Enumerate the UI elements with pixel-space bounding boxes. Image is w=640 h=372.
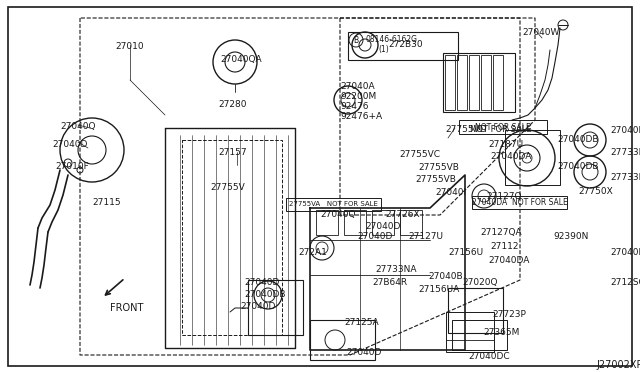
- Text: 27127U: 27127U: [408, 232, 443, 241]
- Text: 27040Q: 27040Q: [320, 210, 355, 219]
- Text: 27040DA: 27040DA: [488, 256, 529, 265]
- Text: 27040DC: 27040DC: [468, 352, 509, 361]
- Text: 27040DA: 27040DA: [490, 152, 531, 161]
- Text: 27755VA   NOT FOR SALE: 27755VA NOT FOR SALE: [289, 202, 378, 208]
- Bar: [316, 210, 338, 235]
- Text: 27755VB: 27755VB: [418, 163, 459, 172]
- Text: 27040D: 27040D: [357, 232, 392, 241]
- Text: 27156UA: 27156UA: [418, 285, 460, 294]
- Text: 27040DB: 27040DB: [557, 162, 598, 171]
- Text: 27040D: 27040D: [610, 126, 640, 135]
- Text: 27010: 27010: [115, 42, 143, 51]
- Text: 272A1: 272A1: [298, 248, 327, 257]
- Text: 27040D: 27040D: [52, 140, 88, 149]
- Text: B: B: [353, 36, 358, 45]
- Text: 27B64R: 27B64R: [372, 278, 407, 287]
- Bar: [472, 196, 567, 209]
- Bar: [505, 130, 560, 185]
- Text: 27733NA: 27733NA: [375, 265, 417, 274]
- Bar: [443, 53, 515, 112]
- Text: 27733N: 27733N: [610, 148, 640, 157]
- Text: 92200M: 92200M: [340, 92, 376, 101]
- Bar: [452, 320, 507, 350]
- Text: 27726X: 27726X: [385, 210, 420, 219]
- Text: 92476: 92476: [340, 102, 369, 111]
- Bar: [457, 55, 467, 110]
- Text: 27365M: 27365M: [483, 328, 520, 337]
- Text: 27755VD: 27755VD: [445, 125, 486, 134]
- Bar: [344, 210, 366, 235]
- Text: 27040D: 27040D: [244, 278, 280, 287]
- Text: 27010F: 27010F: [55, 162, 89, 171]
- Text: 27755VC: 27755VC: [399, 150, 440, 159]
- Text: 92476+A: 92476+A: [340, 112, 382, 121]
- Text: 27127QA: 27127QA: [480, 228, 522, 237]
- Text: 27125A: 27125A: [344, 318, 379, 327]
- Bar: [348, 32, 458, 60]
- Text: 08146-6162G: 08146-6162G: [366, 35, 418, 44]
- Text: 27040Q: 27040Q: [60, 122, 95, 131]
- Bar: [182, 140, 282, 335]
- Text: 27750X: 27750X: [578, 187, 612, 196]
- Text: 272B30: 272B30: [388, 40, 422, 49]
- Bar: [469, 55, 479, 110]
- Text: 27156U: 27156U: [448, 248, 483, 257]
- Text: FRONT: FRONT: [110, 303, 143, 313]
- Text: 27040QA: 27040QA: [220, 55, 262, 64]
- Bar: [481, 55, 491, 110]
- Text: 92390N: 92390N: [553, 232, 588, 241]
- Bar: [448, 288, 503, 333]
- Text: 27040D: 27040D: [346, 348, 381, 357]
- Text: (1): (1): [378, 45, 388, 54]
- Text: 27157: 27157: [218, 148, 246, 157]
- Text: NOT FOR SALE: NOT FOR SALE: [475, 122, 531, 131]
- Text: 27723P: 27723P: [492, 310, 526, 319]
- Bar: [445, 55, 455, 110]
- Text: J27002XR: J27002XR: [596, 360, 640, 370]
- Text: 27040W: 27040W: [522, 28, 559, 37]
- Text: 27040A: 27040A: [340, 82, 374, 91]
- Bar: [493, 55, 503, 110]
- Text: 27040I: 27040I: [435, 188, 466, 197]
- Text: 27040D: 27040D: [610, 248, 640, 257]
- Bar: [446, 312, 494, 352]
- Bar: [400, 210, 422, 235]
- Text: 27020Q: 27020Q: [462, 278, 497, 287]
- Bar: [310, 320, 375, 360]
- Text: 27280: 27280: [218, 100, 246, 109]
- Text: NOT FOR SALE: NOT FOR SALE: [470, 125, 532, 134]
- Bar: [286, 198, 381, 211]
- Bar: [372, 210, 394, 235]
- Text: 2712SC: 2712SC: [610, 278, 640, 287]
- Text: 27733M: 27733M: [610, 173, 640, 182]
- Text: 27112: 27112: [490, 242, 518, 251]
- Bar: [248, 280, 303, 335]
- Text: 27115: 27115: [92, 198, 120, 207]
- Text: 27127Q: 27127Q: [486, 192, 522, 201]
- Bar: [459, 120, 547, 134]
- Text: 27755V: 27755V: [210, 183, 244, 192]
- Text: 27040DB: 27040DB: [557, 135, 598, 144]
- Text: 27040DB: 27040DB: [244, 290, 285, 299]
- Text: 27040DA  NOT FOR SALE: 27040DA NOT FOR SALE: [472, 198, 568, 207]
- Text: 27040D: 27040D: [240, 302, 275, 311]
- Text: 27187U: 27187U: [488, 140, 523, 149]
- Text: 27040B: 27040B: [428, 272, 463, 281]
- Text: 27040D: 27040D: [365, 222, 401, 231]
- Text: 27755VB: 27755VB: [415, 175, 456, 184]
